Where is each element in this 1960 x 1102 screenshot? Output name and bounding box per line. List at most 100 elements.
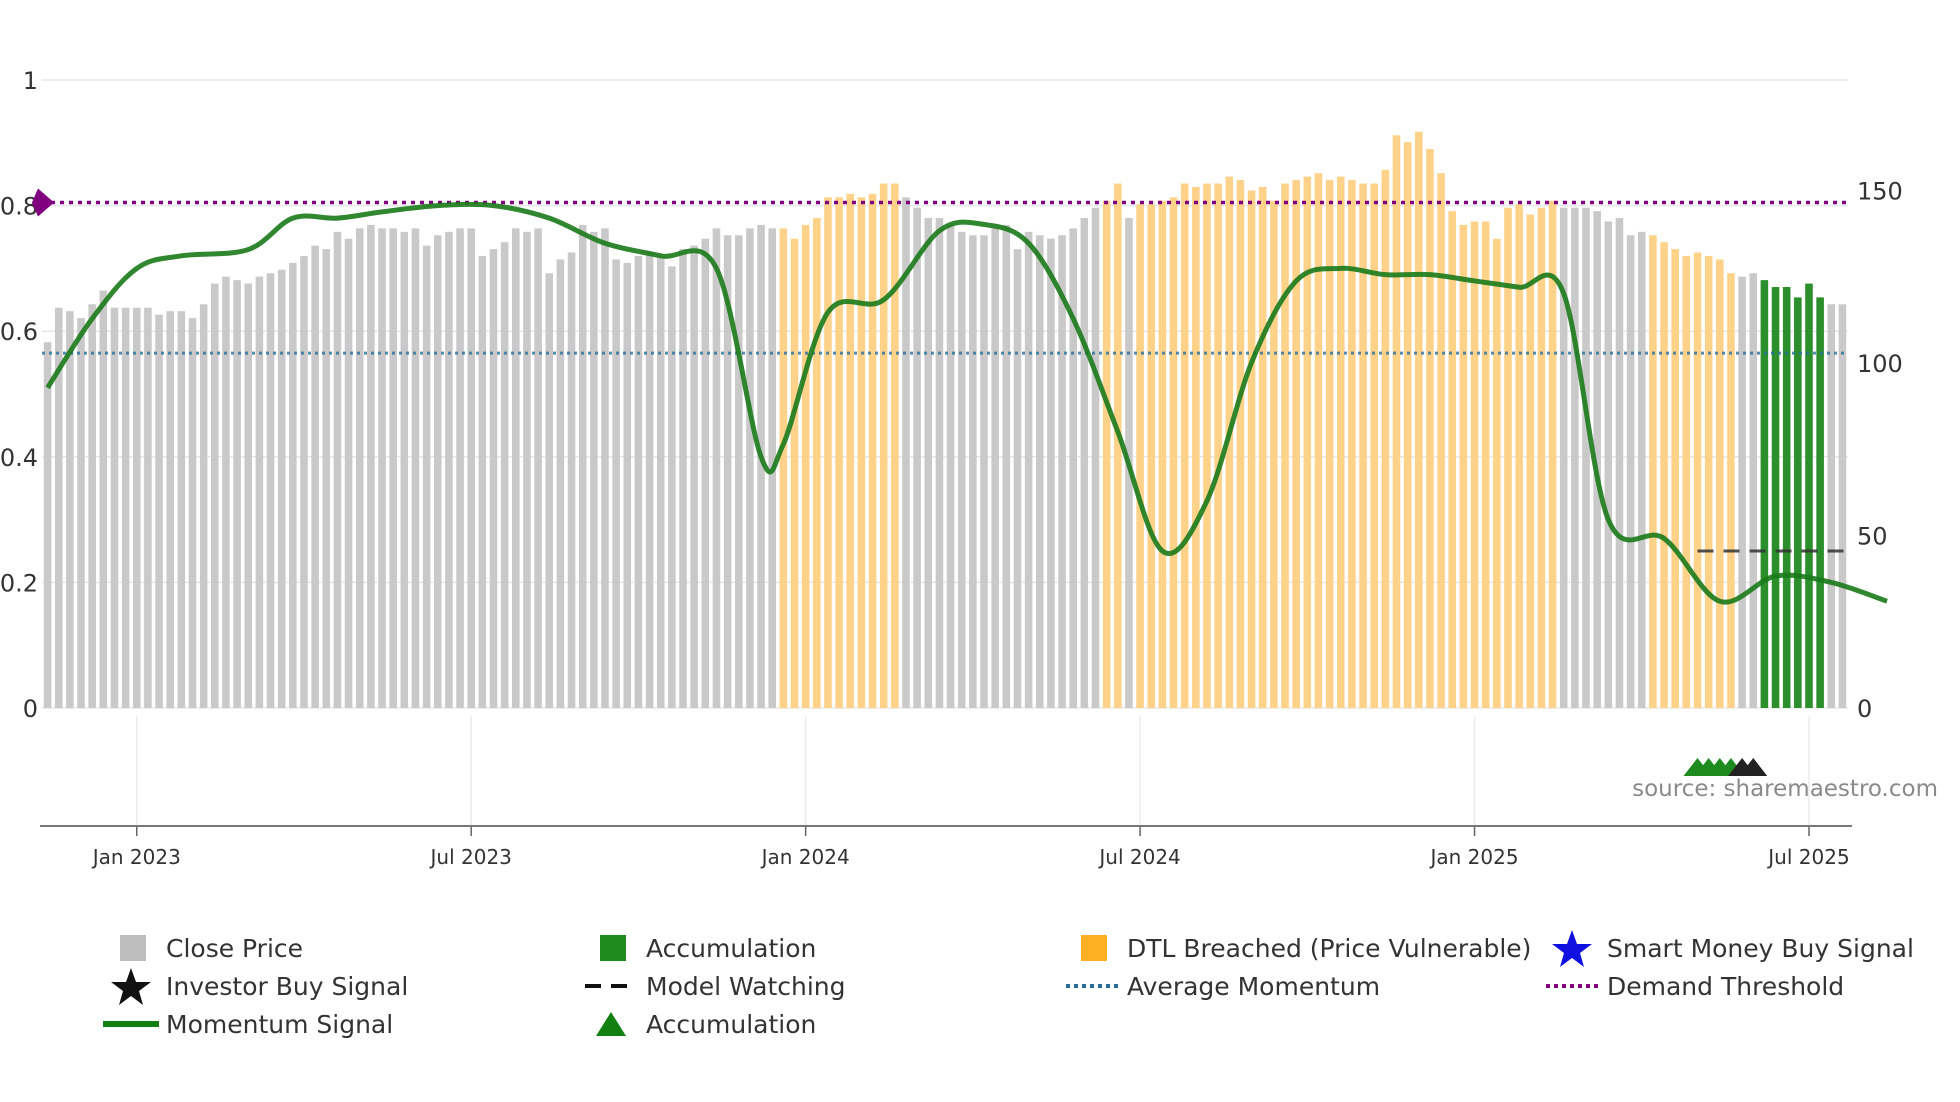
price-bar-orange xyxy=(1270,200,1278,708)
price-bar-grey xyxy=(355,228,364,708)
left-tick-label: 1 xyxy=(23,67,38,95)
price-bar-grey xyxy=(545,273,554,708)
right-tick-label: 50 xyxy=(1857,522,1888,550)
price-bar-grey xyxy=(445,231,453,709)
price-bar-orange xyxy=(1136,204,1144,708)
price-bar-grey xyxy=(188,318,197,708)
price-bar-grey xyxy=(623,262,632,708)
price-bar-grey xyxy=(980,235,988,708)
price-bar-grey xyxy=(578,224,587,708)
price-bar-orange xyxy=(1236,180,1245,709)
x-tick-label: Jan 2023 xyxy=(91,845,181,869)
price-bar-grey xyxy=(66,311,74,708)
price-bar-orange xyxy=(1727,273,1735,708)
price-bar-grey xyxy=(422,245,431,708)
price-bar-grey xyxy=(177,311,186,708)
price-bar-grey xyxy=(411,228,420,708)
price-bar-grey xyxy=(534,228,542,708)
price-bar-orange xyxy=(1281,183,1289,708)
price-bar-orange xyxy=(1336,176,1345,709)
price-bar-green xyxy=(1760,280,1769,708)
price-bar-grey xyxy=(935,218,944,708)
price-bar-grey xyxy=(1571,207,1579,708)
price-bar-grey xyxy=(222,276,230,708)
price-bar-grey xyxy=(1013,249,1022,709)
price-bar-grey xyxy=(612,259,620,708)
price-bar-grey xyxy=(512,228,520,708)
price-bar-grey xyxy=(1559,207,1568,708)
left-tick-label: 0.6 xyxy=(0,318,38,346)
price-bar-orange xyxy=(1180,183,1189,708)
price-bar-grey xyxy=(367,224,375,708)
price-bar-green xyxy=(1771,287,1780,708)
price-bar-orange xyxy=(1359,183,1367,708)
left-tick-label: 0.8 xyxy=(0,193,38,221)
price-bar-green xyxy=(1805,283,1813,708)
price-bar-grey xyxy=(913,207,921,708)
price-bar-orange xyxy=(1459,224,1468,708)
price-bar-grey xyxy=(645,252,654,708)
price-bar-orange xyxy=(868,193,877,708)
price-bar-grey xyxy=(746,228,754,708)
price-bar-grey xyxy=(88,304,96,708)
price-bar-grey xyxy=(233,280,241,708)
price-bar-orange xyxy=(1649,235,1657,708)
price-bar-grey xyxy=(924,218,933,708)
price-bar-grey xyxy=(1091,207,1100,708)
price-bar-orange xyxy=(835,197,843,709)
price-bar-grey xyxy=(1615,218,1624,708)
price-bar-grey xyxy=(601,228,609,708)
price-bar-orange xyxy=(1114,183,1122,708)
price-bar-grey xyxy=(656,255,665,708)
price-bar-grey xyxy=(333,231,342,709)
price-bar-orange xyxy=(1314,173,1323,708)
x-tick-label: Jul 2023 xyxy=(429,845,512,869)
x-tick-label: Jul 2024 xyxy=(1097,845,1180,869)
x-tick-label: Jan 2025 xyxy=(1428,845,1518,869)
price-bar-orange xyxy=(1158,200,1167,708)
price-bar-grey xyxy=(567,252,576,708)
price-bar-grey xyxy=(1738,276,1746,708)
price-bar-green xyxy=(1782,287,1791,708)
left-tick-label: 0 xyxy=(23,695,38,723)
left-tick-label: 0.4 xyxy=(0,444,38,472)
price-bar-green xyxy=(1794,297,1802,708)
price-bar-grey xyxy=(244,283,253,708)
price-bar-orange xyxy=(1325,180,1334,709)
price-bar-orange xyxy=(1548,200,1557,708)
price-bar-orange xyxy=(1392,135,1401,708)
price-bar-orange xyxy=(1303,176,1312,709)
price-bar-grey xyxy=(1035,235,1044,708)
price-bar-grey xyxy=(1838,304,1847,708)
price-bar-grey xyxy=(668,266,676,708)
price-bar-grey xyxy=(311,245,319,708)
price-bar-green xyxy=(1816,297,1824,708)
price-bar-grey xyxy=(344,238,353,708)
investor-triangle-marker xyxy=(1739,758,1768,776)
price-bar-orange xyxy=(846,193,855,708)
price-bar-grey xyxy=(1827,304,1836,708)
price-bar-grey xyxy=(155,314,163,708)
price-bar-orange xyxy=(1169,197,1178,709)
price-bar-orange xyxy=(1348,180,1356,709)
price-bar-orange xyxy=(1671,249,1679,709)
price-bar-grey xyxy=(757,224,765,708)
price-bar-grey xyxy=(712,228,721,708)
price-bar-orange xyxy=(824,197,832,709)
price-bar-orange xyxy=(1403,142,1412,709)
price-bar-grey xyxy=(255,276,264,708)
price-bar-grey xyxy=(1593,211,1601,708)
price-bar-orange xyxy=(1515,204,1523,708)
price-bar-grey xyxy=(378,228,386,708)
price-bar-grey xyxy=(969,235,977,708)
price-bar-grey xyxy=(634,255,643,708)
price-bar-grey xyxy=(1637,231,1646,709)
price-bar-grey xyxy=(734,235,743,708)
price-bar-grey xyxy=(1024,231,1033,709)
price-bar-orange xyxy=(1493,238,1501,708)
price-bar-grey xyxy=(300,255,308,708)
demand-threshold-marker xyxy=(32,188,54,217)
x-tick-label: Jul 2025 xyxy=(1766,845,1849,869)
